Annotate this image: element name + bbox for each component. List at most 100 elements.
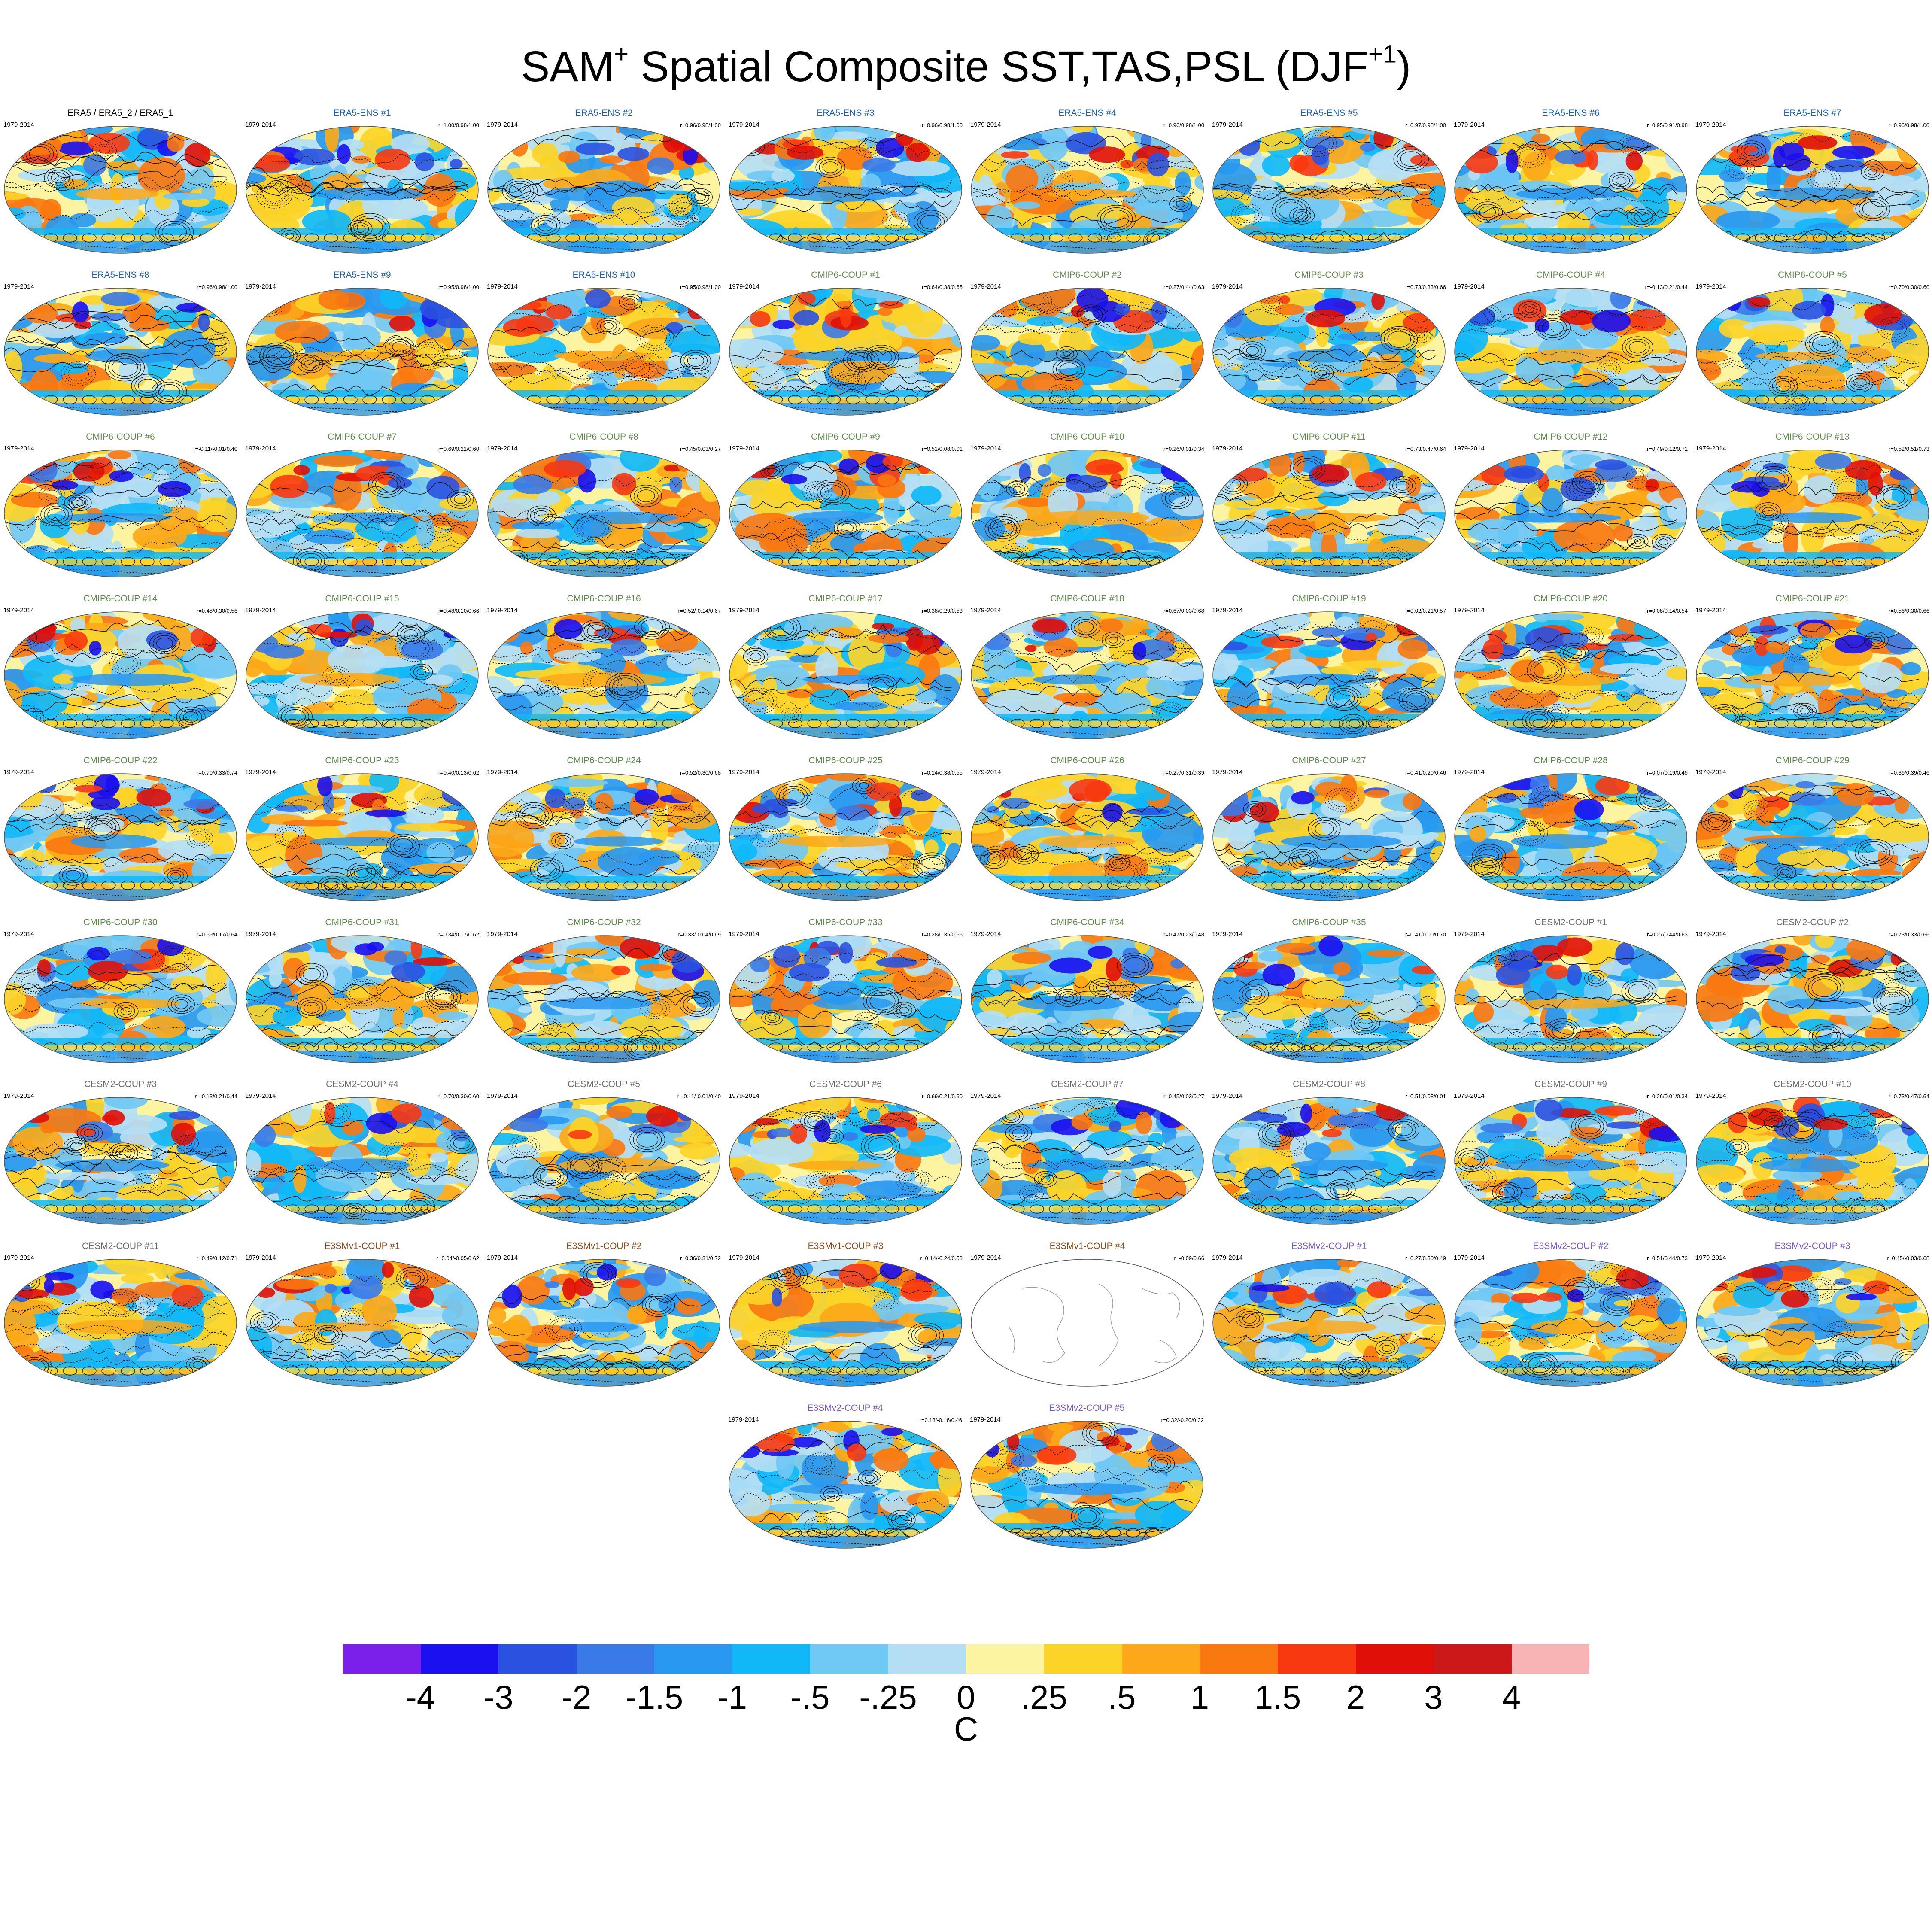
psl-contour-ring — [1832, 1204, 1847, 1214]
psl-contour-ring — [396, 1267, 428, 1290]
panel-label: CMIP6-COUP #23 — [325, 756, 399, 766]
panel-correlation: r=0.96/0.98/1.00 — [680, 122, 721, 128]
psl-contour-ring — [410, 664, 433, 680]
psl-contour-ring — [1535, 315, 1571, 341]
psl-contour-ring — [1513, 881, 1528, 890]
psl-contour-ring — [1640, 1291, 1662, 1306]
psl-contour — [1213, 631, 1436, 644]
panel-correlation: r=0.40/0.13/0.62 — [438, 769, 479, 776]
psl-contour-ring — [1890, 395, 1905, 404]
psl-contour-ring — [198, 233, 213, 243]
psl-contour-ring — [161, 951, 185, 968]
psl-contour-ring — [1521, 1352, 1558, 1378]
psl-contour — [4, 982, 227, 995]
psl-contour-ring — [324, 233, 338, 243]
psl-contour-ring — [1846, 373, 1874, 392]
psl-contour-ring — [112, 358, 138, 377]
psl-contour-ring — [1909, 233, 1924, 243]
map-border — [729, 1421, 962, 1549]
psl-contour-ring — [587, 624, 606, 638]
psl-contour-ring — [259, 342, 298, 370]
psl-contour-ring — [317, 1327, 340, 1343]
psl-contour-ring — [1184, 881, 1199, 890]
psl-contour-ring — [1622, 336, 1653, 358]
psl-contour-ring — [749, 395, 764, 404]
psl-contour-ring — [1245, 988, 1262, 1000]
psl-contour-ring — [1107, 395, 1121, 404]
panel-correlation: r=0.64/0.38/0.65 — [921, 284, 963, 290]
psl-contour-ring — [1077, 304, 1106, 325]
psl-contour-ring — [5, 1042, 19, 1052]
psl-contour-ring — [623, 1204, 638, 1214]
psl-contour-ring — [5, 719, 19, 728]
psl-contour-ring — [884, 1366, 899, 1376]
psl-contour-ring — [1521, 304, 1538, 316]
psl-contour-ring — [779, 786, 808, 806]
psl-contour-ring — [585, 719, 599, 728]
psl-contour-ring — [765, 1334, 784, 1348]
psl-contour-ring — [1782, 1116, 1821, 1144]
map-border — [970, 1421, 1203, 1549]
psl-contour-ring — [1048, 1528, 1063, 1537]
panel-label: CMIP6-COUP #20 — [1534, 594, 1608, 604]
psl-contour-ring — [1239, 1311, 1260, 1326]
map-panel: CMIP6-COUP #11 1979-2014 r=0.73/0.47/0.64 — [1212, 432, 1446, 578]
psl-contour-ring — [1122, 986, 1133, 994]
psl-contour-ring — [1271, 233, 1286, 243]
psl-contour-ring — [1396, 481, 1410, 491]
psl-contour — [1455, 1195, 1677, 1208]
psl-contour-ring — [1030, 395, 1044, 404]
psl-contour-ring — [1242, 343, 1262, 358]
psl-contour-ring — [683, 994, 711, 1015]
psl-contour-ring — [1759, 468, 1789, 490]
panel-period: 1979-2014 — [970, 283, 1001, 290]
psl-contour-ring — [1697, 1042, 1711, 1052]
psl-contour-ring — [1268, 300, 1277, 307]
psl-contour — [4, 983, 227, 993]
psl-contour-ring — [1864, 632, 1889, 649]
psl-contour-ring — [1108, 863, 1138, 884]
psl-contour-ring — [1037, 1173, 1054, 1185]
psl-contour-ring — [1406, 693, 1426, 708]
psl-contour — [488, 200, 711, 213]
psl-contour-ring — [804, 1113, 826, 1130]
psl-contour-ring — [1475, 846, 1503, 866]
psl-contour-ring — [440, 1042, 454, 1052]
psl-contour-ring — [301, 357, 320, 371]
psl-contour-ring — [101, 557, 116, 566]
psl-contour-ring — [1126, 881, 1141, 890]
composite-map — [729, 126, 962, 254]
psl-contour-ring — [535, 680, 559, 697]
psl-contour-ring — [353, 215, 386, 239]
psl-contour-ring — [159, 1366, 174, 1376]
psl-contour-ring — [924, 389, 953, 409]
psl-contour-ring — [942, 1528, 957, 1537]
map-border — [4, 1259, 237, 1387]
psl-contour-ring — [681, 1204, 696, 1214]
map-panel: CESM2-COUP #1 1979-2014 r=0.27/0.44/0.63 — [1454, 917, 1688, 1063]
psl-contour-ring — [1716, 557, 1731, 566]
panel-correlation: r=0.51/0.08/0.01 — [1405, 1093, 1446, 1100]
psl-contour-ring — [530, 857, 564, 881]
psl-contour-ring — [972, 881, 986, 890]
psl-contour-ring — [156, 638, 173, 650]
psl-contour-ring — [179, 1137, 196, 1149]
map-border — [729, 1097, 962, 1225]
psl-contour-ring — [1879, 487, 1908, 507]
panel-period: 1979-2014 — [729, 445, 759, 452]
psl-contour — [1455, 856, 1677, 870]
panel-correlation: r=0.96/0.98/1.00 — [196, 284, 237, 290]
colorbar-segment — [498, 1644, 577, 1674]
psl-contour — [971, 647, 1194, 659]
psl-contour-ring — [185, 829, 213, 848]
panel-period: 1979-2014 — [970, 121, 1001, 128]
psl-contour — [1696, 229, 1919, 242]
psl-contour-ring — [1271, 1131, 1307, 1157]
psl-contour-ring — [599, 1161, 620, 1176]
psl-contour-ring — [502, 178, 538, 204]
panel-label: ERA5-ENS #4 — [1058, 108, 1116, 118]
psl-contour-ring — [1126, 1204, 1141, 1214]
psl-contour — [1455, 194, 1677, 204]
psl-contour — [4, 1162, 227, 1175]
psl-contour — [1455, 376, 1677, 388]
